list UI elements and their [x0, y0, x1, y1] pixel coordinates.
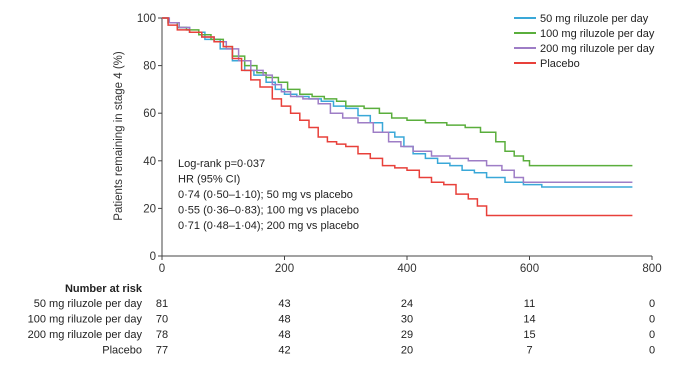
risk-table-title: Number at risk [65, 283, 143, 295]
stats-annotation: Log-rank p=0·037 HR (95% CI) 0·74 (0·50–1·… [178, 158, 359, 232]
annotation-line: 0·55 (0·36–0·83); 100 mg vs placebo [178, 205, 359, 217]
risk-value: 30 [401, 314, 413, 326]
series-line-2 [162, 17, 633, 167]
risk-value: 0 [649, 314, 655, 326]
risk-value: 15 [523, 329, 535, 341]
annotation-line: Log-rank p=0·037 [178, 158, 265, 170]
risk-value: 77 [156, 345, 168, 357]
risk-value: 48 [278, 314, 290, 326]
series-line-4 [162, 17, 633, 217]
x-tick-label: 0 [159, 263, 165, 275]
legend-label: 200 mg riluzole per day [540, 43, 655, 55]
annotation-line: 0·71 (0·48–1·04); 200 mg vs placebo [178, 220, 359, 232]
y-tick-label: 0 [150, 251, 156, 263]
axes: 0 20 40 60 80 100 0 200 400 600 800 [137, 13, 662, 275]
risk-value: 48 [278, 329, 290, 341]
y-tick-label: 20 [143, 203, 156, 215]
y-tick-label: 60 [143, 108, 156, 120]
risk-value: 7 [526, 345, 532, 357]
y-axis-title: Patients remaining in stage 4 (%) [113, 51, 125, 221]
risk-value: 11 [524, 298, 535, 310]
legend-label: 50 mg riluzole per day [540, 13, 649, 25]
risk-value: 42 [278, 345, 290, 357]
x-tick-label: 600 [520, 263, 539, 275]
risk-value: 81 [156, 298, 168, 310]
risk-table: Number at risk 50 mg riluzole per day 81 43… [28, 283, 655, 357]
plot-area [162, 17, 633, 217]
y-tick-label: 40 [143, 156, 156, 168]
risk-value: 0 [649, 345, 655, 357]
legend: 50 mg riluzole per day 100 mg riluzole pe… [514, 13, 655, 70]
legend-label: 100 mg riluzole per day [540, 28, 655, 40]
risk-row-label: 200 mg riluzole per day [28, 329, 143, 341]
risk-value: 70 [156, 314, 168, 326]
risk-row-label: Placebo [102, 345, 142, 357]
risk-value: 29 [401, 329, 413, 341]
risk-value: 43 [278, 298, 290, 310]
x-tick-label: 800 [642, 263, 661, 275]
risk-value: 14 [523, 314, 535, 326]
risk-value: 0 [649, 329, 655, 341]
risk-value: 0 [649, 298, 655, 310]
x-tick-label: 400 [397, 263, 416, 275]
risk-row-label: 100 mg riluzole per day [28, 314, 143, 326]
y-tick-label: 80 [143, 61, 156, 73]
annotation-line: HR (95% CI) [178, 174, 240, 186]
risk-value: 24 [401, 298, 413, 310]
annotation-line: 0·74 (0·50–1·10); 50 mg vs placebo [178, 189, 353, 201]
risk-row-label: 50 mg riluzole per day [34, 298, 143, 310]
risk-value: 78 [156, 329, 168, 341]
x-tick-label: 200 [275, 263, 294, 275]
legend-label: Placebo [540, 58, 580, 70]
y-tick-label: 100 [137, 13, 156, 25]
risk-value: 20 [401, 345, 413, 357]
